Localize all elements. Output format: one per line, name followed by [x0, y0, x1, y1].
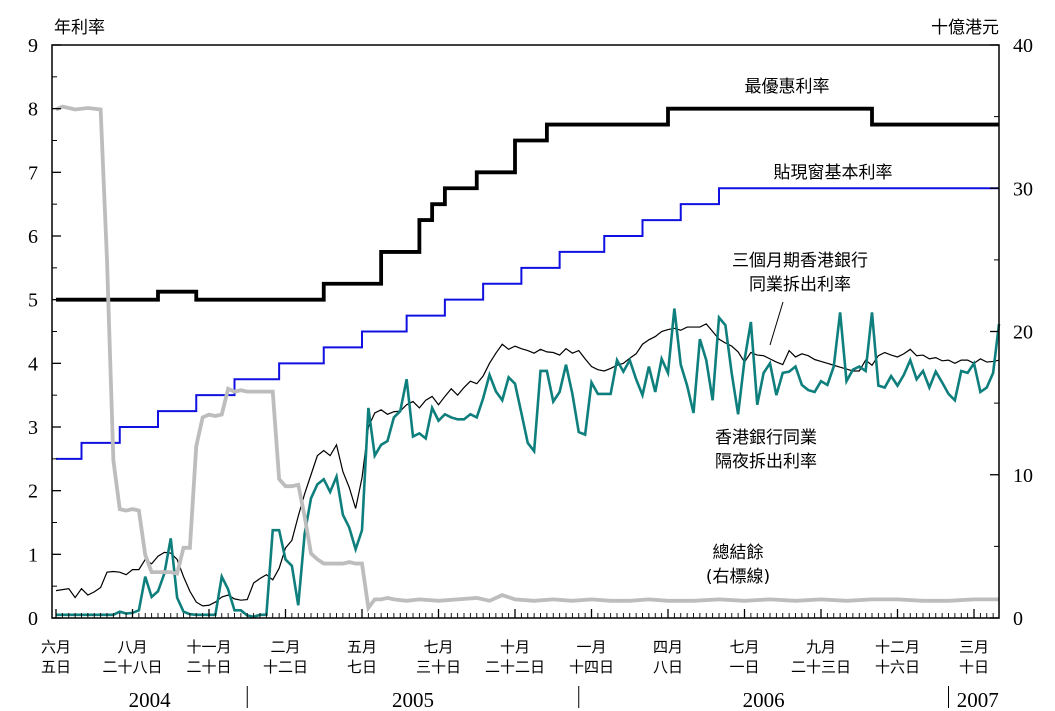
x-axis-tick-label-day: 二十二日 — [485, 658, 545, 676]
x-axis-tick-label-month: 七月 — [423, 638, 453, 656]
left-axis-tick-label: 0 — [28, 608, 38, 630]
x-axis-tick-label-day: 二十三日 — [791, 658, 851, 676]
x-axis-tick-label-month: 十一月 — [186, 638, 231, 656]
annotation-3m-hibor-line2: 同業拆出利率 — [749, 275, 851, 295]
x-axis-tick-label-month: 五月 — [347, 638, 377, 656]
annotation-3m-hibor-pointer — [769, 301, 784, 346]
left-axis-tick-label: 5 — [28, 290, 38, 312]
x-axis-tick-label-month: 六月 — [41, 638, 71, 656]
series-line — [56, 106, 999, 302]
x-axis-tick-label-month: 三月 — [959, 638, 989, 656]
right-axis-tick-label: 30 — [1013, 178, 1033, 200]
x-axis-tick-label-day: 十六日 — [875, 658, 920, 676]
series-line — [55, 104, 999, 613]
x-axis-tick-label-month: 十月 — [500, 638, 530, 656]
x-axis-tick-label-day: 三十日 — [416, 658, 461, 676]
x-axis-tick-label-month: 十二月 — [875, 638, 920, 656]
x-axis-tick-label-day: 十四日 — [569, 658, 614, 676]
left-axis-tick-label: 1 — [28, 544, 38, 566]
x-axis-tick-label-day: 一日 — [729, 658, 759, 676]
annotation-overnight-hibor-line1: 香港銀行同業 — [715, 428, 817, 448]
x-axis-tick-label-day: 二十八日 — [102, 658, 162, 676]
year-label: 2006 — [743, 688, 785, 711]
plot-frame — [51, 44, 1000, 619]
plot-lines — [55, 104, 1001, 619]
x-axis-tick-label-day: 七日 — [347, 658, 377, 676]
right-axis-title: 十億港元 — [931, 18, 999, 38]
left-axis-tick-label: 2 — [28, 481, 38, 503]
annotation-3m-hibor-line1: 三個月期香港銀行 — [732, 251, 868, 271]
annotation-overnight-hibor-line2: 隔夜拆出利率 — [715, 452, 817, 472]
year-label: 2005 — [392, 688, 434, 711]
annotation-aggregate-balance-line1: 總結餘 — [713, 543, 764, 563]
year-label: 2004 — [129, 688, 172, 711]
left-axis-title: 年利率 — [54, 18, 105, 38]
x-axis-tick-label-month: 九月 — [806, 638, 836, 656]
left-axis-tick-label: 3 — [28, 417, 38, 439]
annotation-discount-window-rate: 貼現窗基本利率 — [774, 163, 893, 183]
left-axis-tick-label: 7 — [28, 162, 38, 184]
x-axis-tick-label-day: 五日 — [41, 658, 71, 676]
series-line — [56, 308, 1001, 619]
series-line — [56, 187, 999, 460]
left-axis-tick-label: 8 — [28, 99, 38, 121]
left-axis-tick-label: 9 — [28, 35, 38, 57]
left-axis-tick-label: 4 — [28, 353, 38, 375]
year-label: 2007 — [957, 688, 999, 711]
x-axis-tick-label-month: 四月 — [653, 638, 683, 656]
right-axis-tick-label: 10 — [1013, 465, 1033, 487]
x-axis-tick-label-month: 八月 — [117, 638, 147, 656]
x-axis-tick-label-month: 七月 — [729, 638, 759, 656]
annotation-aggregate-balance-line2: (右標線) — [706, 567, 770, 587]
right-axis-tick-label: 0 — [1013, 608, 1023, 630]
right-axis-tick-label: 20 — [1013, 322, 1033, 344]
left-axis-tick-label: 6 — [28, 226, 38, 248]
x-axis-tick-label-day: 二十日 — [186, 658, 231, 676]
x-axis-tick-label-day: 八日 — [653, 658, 683, 676]
x-axis-tick-label-day: 十二日 — [263, 658, 308, 676]
x-axis-tick-label-month: 一月 — [576, 638, 606, 656]
annotation-prime-rate: 最優惠利率 — [745, 77, 830, 97]
x-axis-tick-label-day: 十日 — [959, 658, 989, 676]
x-axis-tick-label-month: 二月 — [270, 638, 300, 656]
right-axis-tick-label: 40 — [1013, 35, 1033, 57]
